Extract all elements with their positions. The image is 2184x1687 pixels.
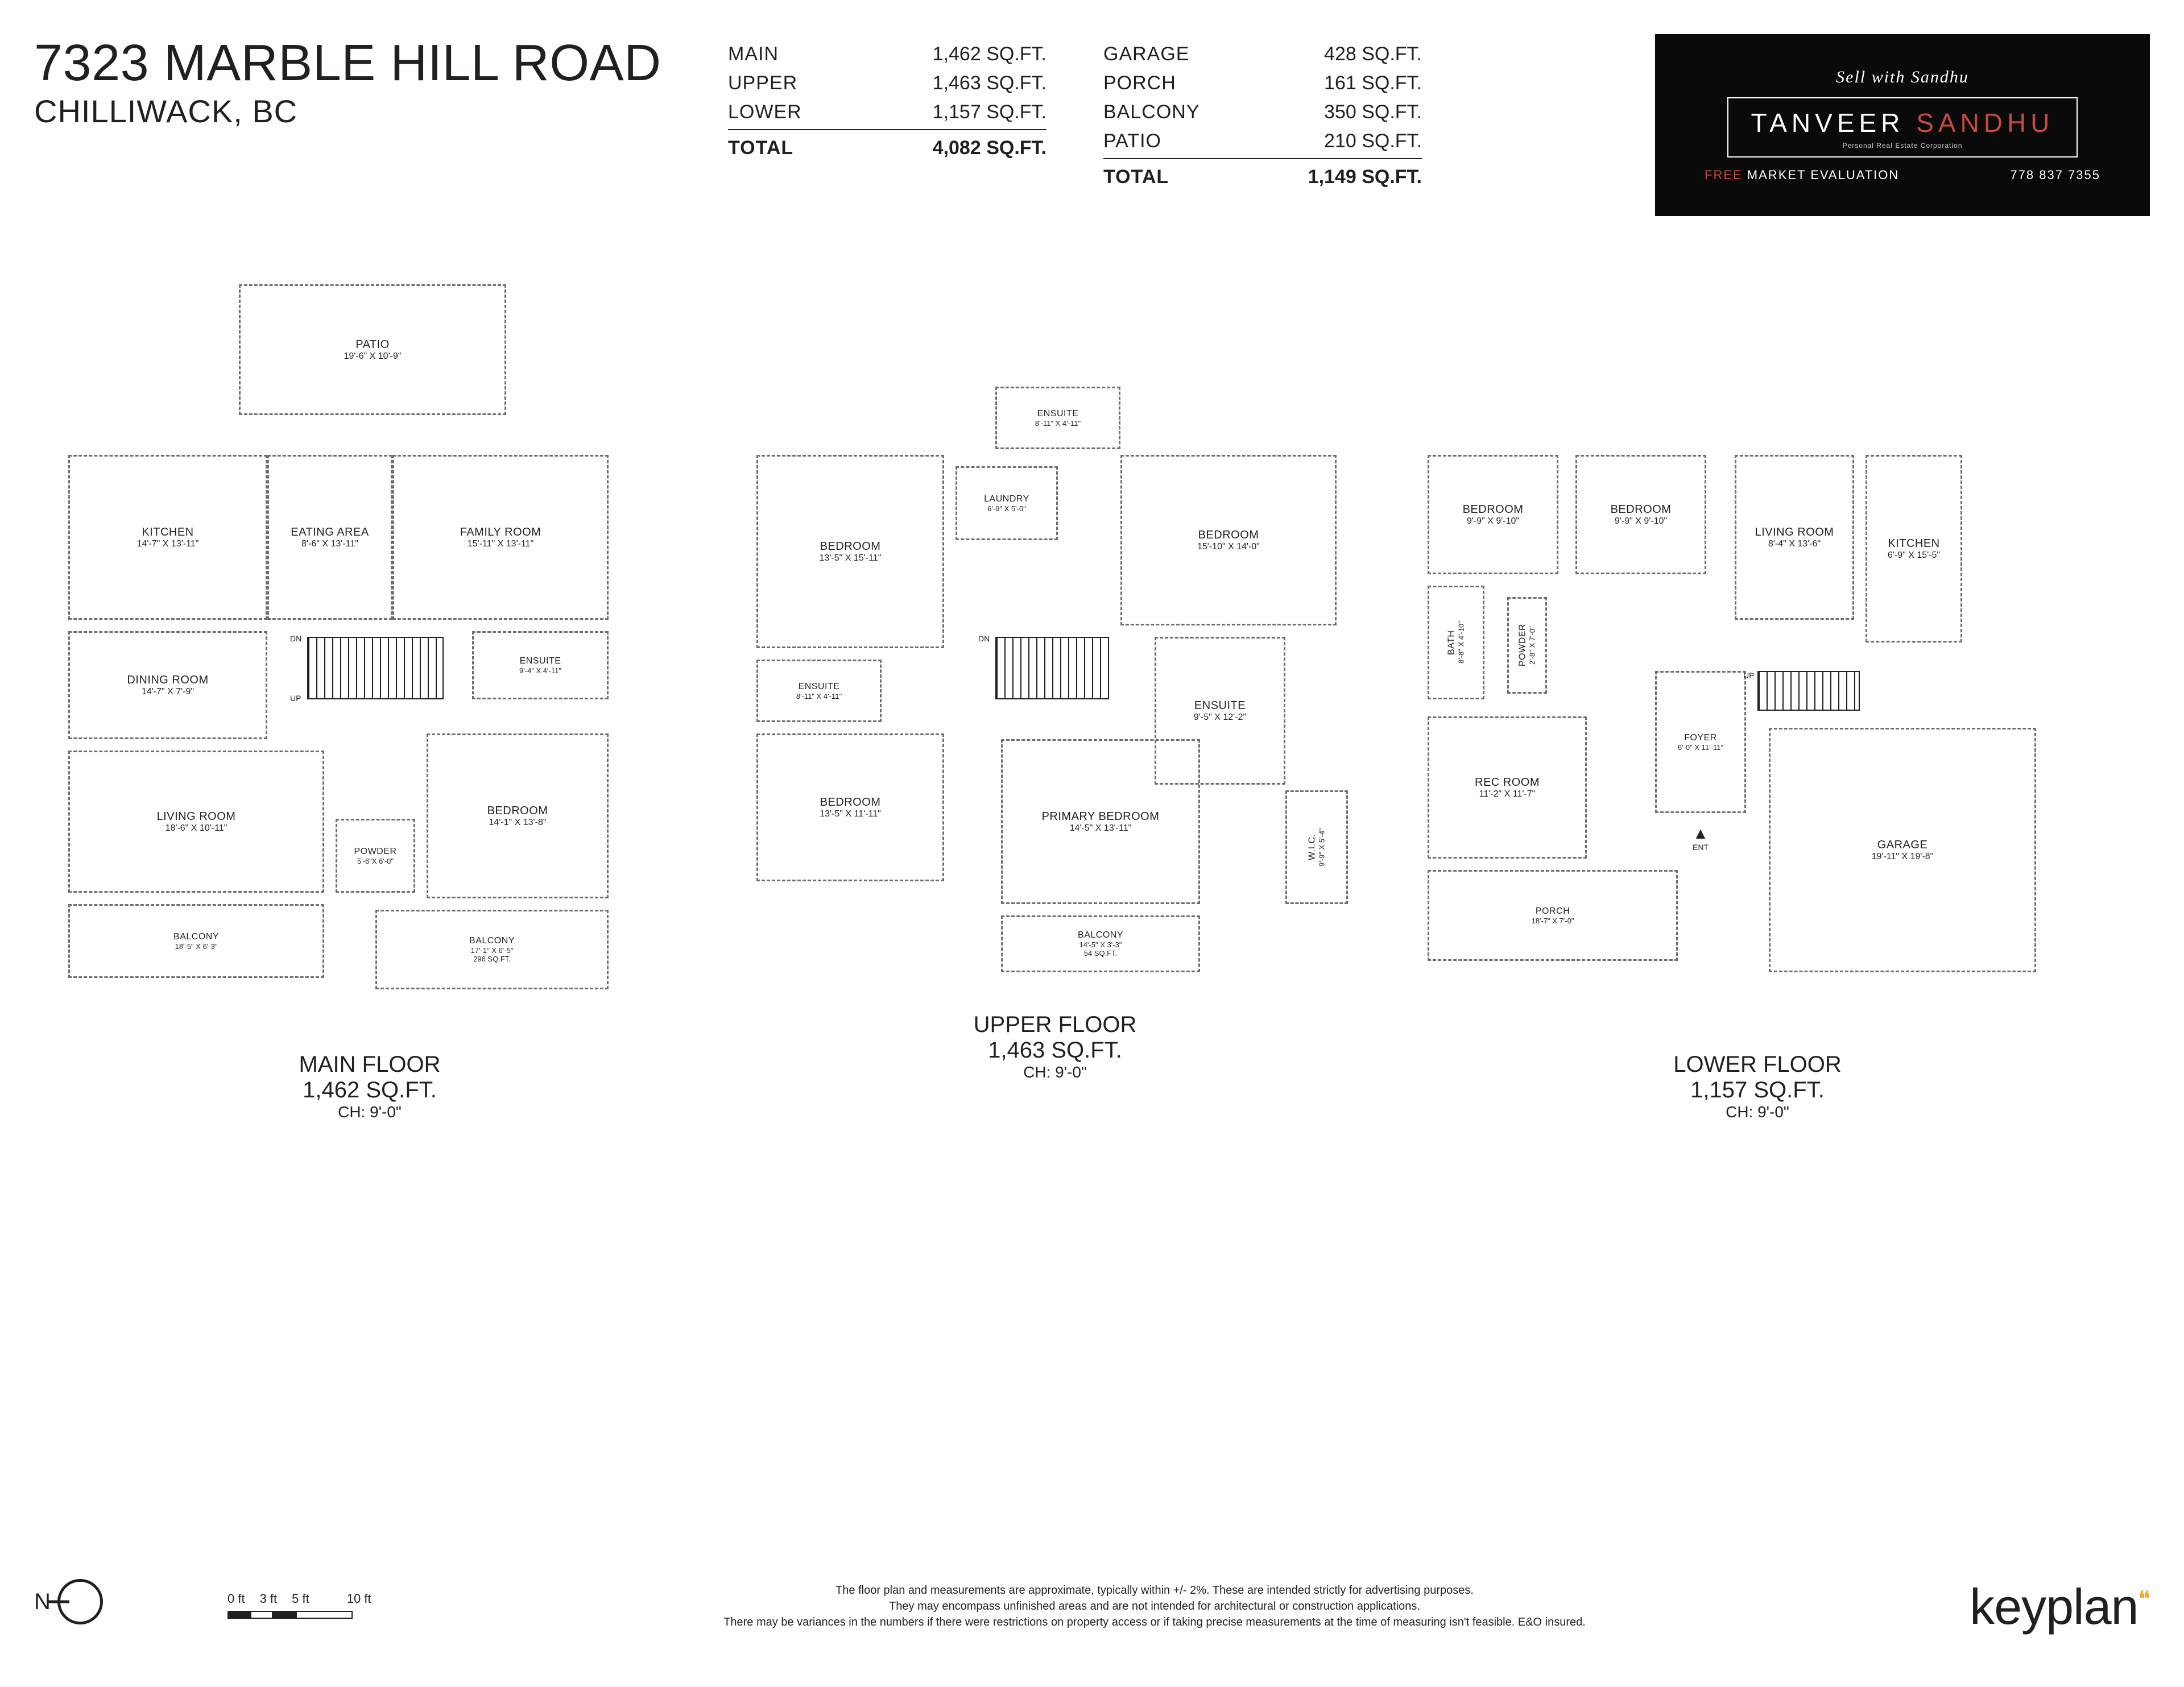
floor-title-upper: UPPER FLOOR 1,463 SQ.FT. CH: 9'-0": [756, 1012, 1354, 1081]
agent-tagline: Sell with Sandhu: [1836, 68, 1969, 87]
header: 7323 MARBLE HILL ROAD CHILLIWACK, BC MAI…: [34, 34, 2150, 250]
agent-name: TANVEER SANDHU: [1751, 107, 2054, 138]
label-dn-u: DN: [978, 634, 990, 643]
stairs-upper: [995, 637, 1109, 699]
address-line1: 7323 MARBLE HILL ROAD: [34, 34, 661, 93]
sqft-row: UPPER1,463 SQ.FT.: [728, 69, 1046, 98]
room-powder: POWDER 5'-6"X 6'-0": [336, 819, 415, 893]
room-ensuite-u1: ENSUITE 8'-11" X 4'-11": [995, 387, 1120, 449]
label-dn: DN: [290, 634, 301, 643]
room-kitchen: KITCHEN 14'-7" X 13'-11": [68, 455, 267, 620]
floor-upper: ENSUITE 8'-11" X 4'-11" BEDROOM 13'-5" X…: [756, 387, 1354, 1194]
room-porch: PORCH 18'-7" X 7'-0": [1428, 870, 1678, 961]
floor-main: PATIO 19'-6" X 10'-9" KITCHEN 14'-7" X 1…: [34, 284, 705, 1194]
sqft-total: TOTAL1,149 SQ.FT.: [1103, 158, 1422, 192]
room-wic: W.I.C. 9'-9" X 5'-4": [1285, 790, 1348, 904]
room-bedroom: BEDROOM 14'-1" X 13'-8": [427, 733, 609, 898]
sqft-interior: MAIN1,462 SQ.FT. UPPER1,463 SQ.FT. LOWER…: [728, 40, 1046, 192]
sqft-row: MAIN1,462 SQ.FT.: [728, 40, 1046, 69]
agent-bottom: FREE MARKET EVALUATION 778 837 7355: [1705, 168, 2100, 183]
room-ensuite-u2: ENSUITE 8'-11" X 4'-11": [756, 660, 882, 722]
room-kitchen-l: KITCHEN 6'-9" X 15'-5": [1866, 455, 1962, 643]
sqft-row: LOWER1,157 SQ.FT.: [728, 98, 1046, 127]
room-patio: PATIO 19'-6" X 10'-9": [239, 284, 506, 415]
floor-title-lower: LOWER FLOOR 1,157 SQ.FT. CH: 9'-0": [1428, 1052, 2087, 1121]
footer: N 0 ft 3 ft 5 ft 10 ft The floor plan an…: [34, 1522, 2150, 1653]
room-balcony1: BALCONY 18'-5" X 6'-3": [68, 904, 324, 978]
room-family: FAMILY ROOM 15'-11" X 13'-11": [392, 455, 609, 620]
agent-phone: 778 837 7355: [2010, 168, 2100, 183]
address-line2: CHILLIWACK, BC: [34, 93, 661, 130]
floorplan-stage: PATIO 19'-6" X 10'-9" KITCHEN 14'-7" X 1…: [34, 284, 2150, 1437]
agent-card: Sell with Sandhu TANVEER SANDHU Personal…: [1655, 34, 2150, 216]
room-living: LIVING ROOM 18'-6" X 10'-11": [68, 751, 324, 893]
room-laundry: LAUNDRY 6'-9" X 5'-0": [956, 466, 1058, 540]
sqft-row: PATIO210 SQ.FT.: [1103, 127, 1422, 156]
sqft-row: PORCH161 SQ.FT.: [1103, 69, 1422, 98]
brand-logo: keyplan❝: [1970, 1578, 2150, 1636]
sqft-row: BALCONY350 SQ.FT.: [1103, 98, 1422, 127]
scale-bar: 0 ft 3 ft 5 ft 10 ft: [228, 1591, 371, 1619]
room-foyer: FOYER 6'-0" X 11'-11": [1655, 671, 1746, 813]
compass: N: [34, 1579, 103, 1624]
room-eating: EATING AREA 8'-6" X 13'-11": [267, 455, 392, 620]
agent-sub: Personal Real Estate Corporation: [1751, 142, 2054, 150]
agent-name-box: TANVEER SANDHU Personal Real Estate Corp…: [1727, 97, 2078, 157]
sqft-exterior: GARAGE428 SQ.FT. PORCH161 SQ.FT. BALCONY…: [1103, 40, 1422, 192]
label-up: UP: [290, 694, 301, 703]
label-up-l: UP: [1743, 671, 1754, 680]
room-bedroom-u1: BEDROOM 13'-5" X 15'-11": [756, 455, 944, 648]
room-balcony2: BALCONY 17'-1" X 6'-5" 296 SQ.FT.: [375, 910, 609, 989]
address-block: 7323 MARBLE HILL ROAD CHILLIWACK, BC: [34, 34, 661, 130]
room-ensuite: ENSUITE 9'-4" X 4'-11": [472, 631, 609, 699]
room-living-l: LIVING ROOM 8'-4" X 13'-6": [1735, 455, 1854, 620]
stairs-main: [307, 637, 444, 699]
floor-lower: BEDROOM 9'-9" X 9'-10" BEDROOM 9'-9" X 9…: [1428, 387, 2087, 1194]
agent-eval: FREE MARKET EVALUATION: [1705, 168, 1899, 183]
sqft-total: TOTAL4,082 SQ.FT.: [728, 129, 1046, 163]
sqft-row: GARAGE428 SQ.FT.: [1103, 40, 1422, 69]
room-bedroom-u2: BEDROOM 15'-10" X 14'-0": [1120, 455, 1337, 625]
room-rec: REC ROOM 11'-2" X 11'-7": [1428, 716, 1587, 859]
room-bedroom-l2: BEDROOM 9'-9" X 9'-10": [1575, 455, 1706, 574]
room-powder-l: POWDER 2'-8" X 7'-0": [1507, 597, 1547, 694]
room-bedroom-u3: BEDROOM 13'-5" X 11'-11": [756, 733, 944, 881]
compass-icon: [57, 1579, 103, 1624]
sqft-tables: MAIN1,462 SQ.FT. UPPER1,463 SQ.FT. LOWER…: [728, 40, 1422, 192]
room-balcony-u: BALCONY 14'-5" X 3'-3" 54 SQ.FT.: [1001, 915, 1200, 972]
room-garage: GARAGE 19'-11" X 19'-8": [1769, 728, 2036, 972]
disclaimer: The floor plan and measurements are appr…: [557, 1582, 1752, 1630]
flame-icon: ❝: [2138, 1587, 2150, 1612]
room-primary: PRIMARY BEDROOM 14'-5" X 13'-11": [1001, 739, 1200, 904]
stairs-lower: [1757, 671, 1860, 711]
room-bath-l: BATH 8'-8" X 4'-10": [1428, 586, 1484, 699]
entrance-arrow: ▲ENT: [1655, 824, 1746, 852]
room-bedroom-l1: BEDROOM 9'-9" X 9'-10": [1428, 455, 1558, 574]
floor-title-main: MAIN FLOOR 1,462 SQ.FT. CH: 9'-0": [34, 1052, 705, 1121]
room-dining: DINING ROOM 14'-7" X 7'-9": [68, 631, 267, 739]
